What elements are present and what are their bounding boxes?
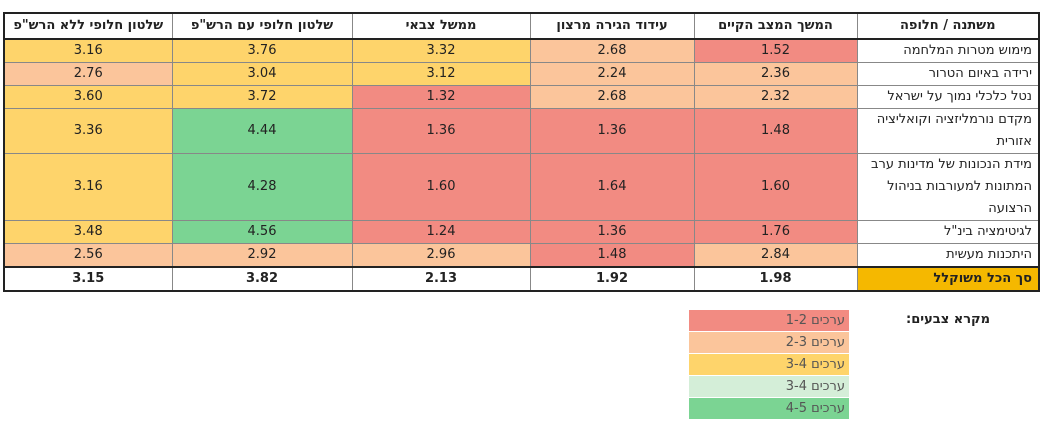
legend-item-label: ערכים 1-2 xyxy=(688,309,850,332)
score-cell: 1.36 xyxy=(529,108,695,154)
legend-item: ערכים 2-3 xyxy=(688,331,850,354)
score-cell: 3.76 xyxy=(171,38,353,63)
score-cell: 1.76 xyxy=(693,220,858,244)
row-label: מידת הנכונות של מדינות ערב המתונות למעור… xyxy=(856,153,1040,221)
total-value: 3.82 xyxy=(171,266,353,292)
score-cell: 2.68 xyxy=(529,38,695,63)
score-cell: 3.16 xyxy=(3,153,173,221)
score-cell: 1.32 xyxy=(351,85,531,109)
score-cell: 3.60 xyxy=(3,85,173,109)
table-row: לגיטימציה בינ"ל 1.76 1.36 1.24 4.56 3.48 xyxy=(3,220,1040,244)
legend-item-label: ערכים 3-4 xyxy=(688,375,850,398)
comparison-table: משתנה / חלופה המשך המצב הקיים עידוד הגיר… xyxy=(3,12,1040,292)
score-cell: 1.36 xyxy=(529,220,695,244)
score-cell: 4.56 xyxy=(171,220,353,244)
table-row: ירידה באיום הטרור 2.36 2.24 3.12 3.04 2.76 xyxy=(3,62,1040,86)
legend-item: ערכים 1-2 xyxy=(688,309,850,332)
row-label: מקדם נורמליזציה וקואליציה אזורית xyxy=(856,108,1040,154)
color-legend: ערכים 1-2 ערכים 2-3 ערכים 3-4 ערכים 3-4 ערכי… xyxy=(688,309,850,420)
table-row: היתכנות מעשית 2.84 1.48 2.96 2.92 2.56 xyxy=(3,243,1040,268)
row-label: מימוש מטרות המלחמה xyxy=(856,38,1040,63)
score-cell: 2.36 xyxy=(693,62,858,86)
header-status-quo: המשך המצב הקיים xyxy=(693,12,858,40)
table-row: מימוש מטרות המלחמה 1.52 2.68 3.32 3.76 3.16 xyxy=(3,38,1040,63)
header-row: משתנה / חלופה המשך המצב הקיים עידוד הגיר… xyxy=(3,12,1040,40)
legend-item-label: ערכים 4-5 xyxy=(688,397,850,420)
score-cell: 2.84 xyxy=(693,243,858,268)
header-alt-gov-without-pa: שלטון חלופי ללא הרש"פ xyxy=(3,12,173,40)
total-value: 1.98 xyxy=(693,266,858,292)
score-cell: 2.32 xyxy=(693,85,858,109)
score-cell: 3.16 xyxy=(3,38,173,63)
score-cell: 2.96 xyxy=(351,243,531,268)
table-body: מימוש מטרות המלחמה 1.52 2.68 3.32 3.76 3.16 יר… xyxy=(3,38,1040,292)
row-label: היתכנות מעשית xyxy=(856,243,1040,268)
score-cell: 3.36 xyxy=(3,108,173,154)
row-label: לגיטימציה בינ"ל xyxy=(856,220,1040,244)
score-cell: 3.12 xyxy=(351,62,531,86)
total-value: 3.15 xyxy=(3,266,173,292)
score-cell: 2.76 xyxy=(3,62,173,86)
score-cell: 1.36 xyxy=(351,108,531,154)
score-cell: 1.60 xyxy=(351,153,531,221)
legend-item-label: ערכים 2-3 xyxy=(688,331,850,354)
table-row: נטל כלכלי נמוך על ישראל 2.32 2.68 1.32 3.72 3… xyxy=(3,85,1040,109)
score-cell: 3.72 xyxy=(171,85,353,109)
score-cell: 1.48 xyxy=(529,243,695,268)
header-variable: משתנה / חלופה xyxy=(856,12,1040,40)
total-value: 2.13 xyxy=(351,266,531,292)
legend-item: ערכים 3-4 xyxy=(688,353,850,376)
score-cell: 4.28 xyxy=(171,153,353,221)
header-military-rule: ממשל צבאי xyxy=(351,12,531,40)
score-cell: 3.04 xyxy=(171,62,353,86)
score-cell: 1.52 xyxy=(693,38,858,63)
score-cell: 2.92 xyxy=(171,243,353,268)
score-cell: 2.68 xyxy=(529,85,695,109)
legend-item: ערכים 4-5 xyxy=(688,397,850,420)
row-label: נטל כלכלי נמוך על ישראל xyxy=(856,85,1040,109)
score-cell: 3.48 xyxy=(3,220,173,244)
row-label: ירידה באיום הטרור xyxy=(856,62,1040,86)
table-row: מידת הנכונות של מדינות ערב המתונות למעור… xyxy=(3,153,1040,221)
total-value: 1.92 xyxy=(529,266,695,292)
score-cell: 2.56 xyxy=(3,243,173,268)
score-cell: 1.24 xyxy=(351,220,531,244)
score-cell: 1.64 xyxy=(529,153,695,221)
header-alt-gov-with-pa: שלטון חלופי עם הרש"פ xyxy=(171,12,353,40)
total-label: סך הכל משוקלל xyxy=(856,266,1040,292)
score-cell: 3.32 xyxy=(351,38,531,63)
score-cell: 2.24 xyxy=(529,62,695,86)
score-cell: 1.48 xyxy=(693,108,858,154)
score-cell: 1.60 xyxy=(693,153,858,221)
legend-title: מקרא צבעים: xyxy=(906,312,990,327)
table-row: מקדם נורמליזציה וקואליציה אזורית 1.48 1.36… xyxy=(3,108,1040,154)
legend-item-label: ערכים 3-4 xyxy=(688,353,850,376)
legend-item: ערכים 3-4 xyxy=(688,375,850,398)
total-row: סך הכל משוקלל 1.98 1.92 2.13 3.82 3.15 xyxy=(3,266,1040,292)
header-voluntary-emigration: עידוד הגירה מרצון xyxy=(529,12,695,40)
score-cell: 4.44 xyxy=(171,108,353,154)
